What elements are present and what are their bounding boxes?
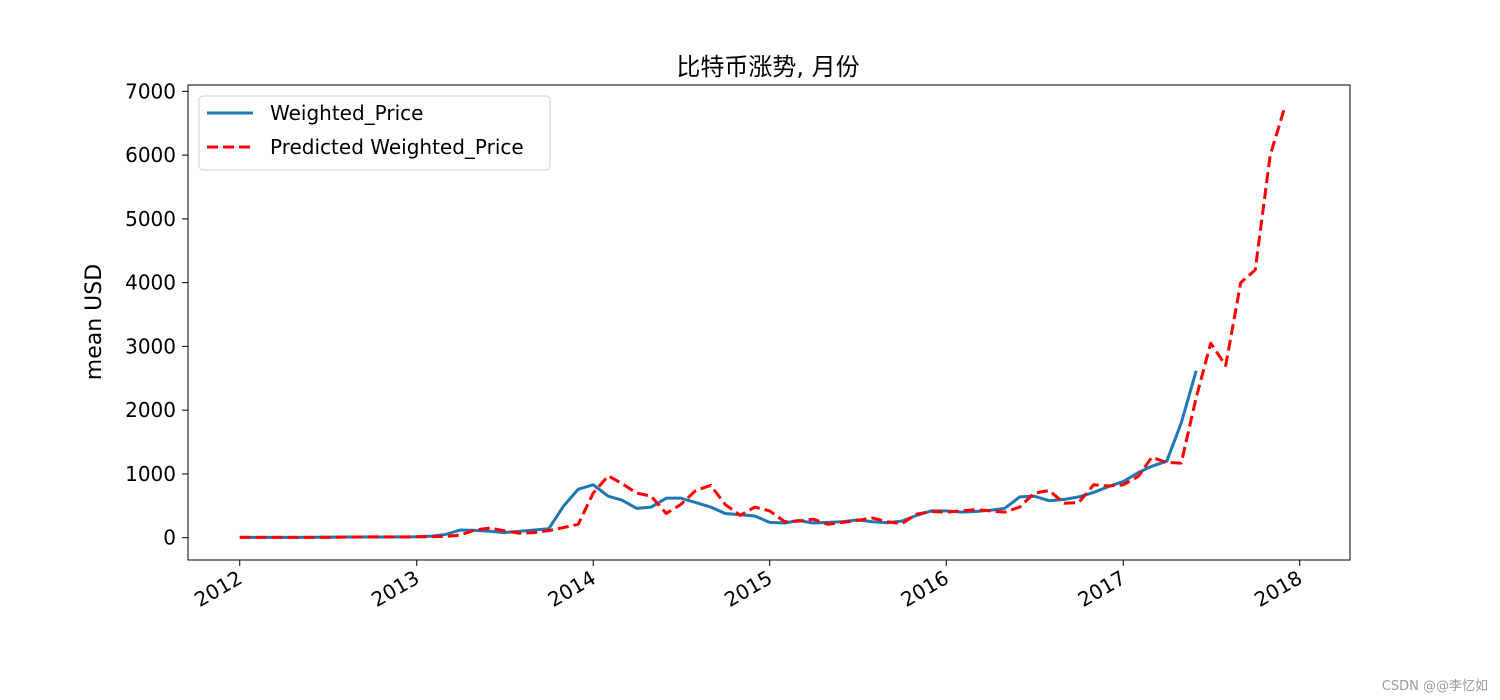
legend-box — [198, 95, 551, 171]
y-tick-label: 3000 — [125, 334, 176, 358]
y-tick-label: 1000 — [125, 462, 176, 486]
watermark: CSDN @@李忆如 — [1381, 679, 1488, 694]
predicted-price-line — [239, 106, 1287, 539]
y-tick-label: 6000 — [125, 143, 176, 167]
legend-label: Predicted Weighted_Price — [270, 135, 524, 159]
x-tick-label: 2018 — [1250, 566, 1306, 612]
x-tick-label: 2016 — [897, 566, 953, 612]
x-tick-label: 2012 — [190, 566, 246, 612]
x-tick-label: 2013 — [367, 566, 423, 612]
y-tick-label: 0 — [163, 526, 176, 550]
axes-frame — [187, 84, 1351, 561]
legend-label: Weighted_Price — [270, 101, 423, 125]
x-tick-label: 2017 — [1074, 566, 1130, 612]
y-tick-label: 7000 — [125, 79, 176, 103]
y-axis-label: mean USD — [82, 264, 107, 380]
chart-title: 比特币涨势, 月份 — [676, 53, 859, 81]
x-tick-label: 2014 — [544, 566, 600, 612]
y-tick-label: 5000 — [125, 207, 176, 231]
legend: Weighted_Price Predicted Weighted_Price — [198, 95, 551, 171]
series-lines — [239, 106, 1287, 539]
weighted-price-line — [239, 370, 1198, 539]
y-tick-label: 4000 — [125, 271, 176, 295]
x-tick-label: 2015 — [720, 566, 776, 612]
y-tick-label: 2000 — [125, 398, 176, 422]
